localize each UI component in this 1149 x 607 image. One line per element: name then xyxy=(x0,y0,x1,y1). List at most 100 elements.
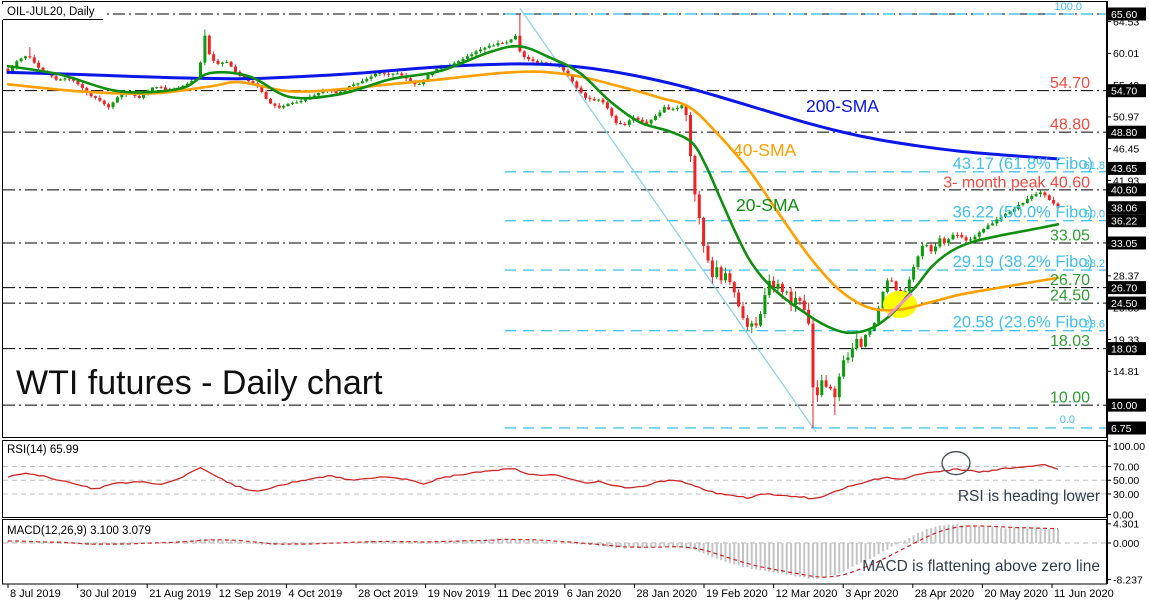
candle-up xyxy=(15,61,19,67)
candle-up xyxy=(63,78,67,80)
date-axis[interactable]: 8 Jul 2019 30 Jul 2019 21 Aug 2019 12 Sep 2… xyxy=(7,584,1114,600)
axis-price-box-label: 6.75 xyxy=(1111,423,1132,435)
candle-down xyxy=(798,298,802,301)
candle-up xyxy=(465,56,469,59)
candle-up xyxy=(299,100,303,103)
axis-price-box xyxy=(1108,161,1146,175)
candle-down xyxy=(531,59,535,62)
candle-down xyxy=(89,92,93,97)
macd-axis-label: 4.301 xyxy=(1113,519,1139,531)
candle-up xyxy=(925,245,929,247)
rsi-pane[interactable] xyxy=(2,440,1107,518)
candle-up xyxy=(658,112,662,117)
candle-down xyxy=(894,281,898,291)
symbol-timeframe-label: OIL-JUL20, Daily xyxy=(7,6,95,18)
rsi-axis-label: 30.00 xyxy=(1113,489,1139,501)
candle-up xyxy=(220,62,224,64)
candle-down xyxy=(584,92,587,98)
axis-price-box-label: 65.60 xyxy=(1111,9,1137,21)
candle-down xyxy=(623,123,627,125)
candle-down xyxy=(80,84,84,88)
candle-down xyxy=(570,75,574,82)
axis-price-box-label: 24.50 xyxy=(1111,298,1137,310)
candle-up xyxy=(115,97,119,103)
candle-up xyxy=(514,35,517,40)
sma20-label: 20-SMA xyxy=(736,195,800,215)
candle-up xyxy=(365,78,369,82)
candle-down xyxy=(929,245,933,252)
candle-down xyxy=(566,70,570,75)
candle-up xyxy=(907,279,911,291)
fibo-pct-label: 100.0 xyxy=(1054,1,1082,13)
candle-up xyxy=(1030,196,1034,199)
fibo-level-label: 36.22 (50.0% Fibo) xyxy=(953,204,1093,222)
symbol-label-backdrop xyxy=(2,4,106,20)
level-label-green: 18.03 xyxy=(1050,333,1090,350)
axis-price-box xyxy=(1108,281,1146,295)
candle-up xyxy=(649,119,653,124)
candle-up xyxy=(290,102,294,104)
candle-up xyxy=(662,107,666,113)
candle-up xyxy=(479,49,482,52)
axis-price-box xyxy=(1108,236,1146,250)
candle-up xyxy=(150,87,154,91)
candle-down xyxy=(942,238,946,244)
candle-down xyxy=(802,300,806,310)
fibo-pct-label: 23.6 xyxy=(1084,319,1105,331)
candle-up xyxy=(986,225,990,229)
trendline[interactable] xyxy=(519,8,817,433)
candle-up xyxy=(374,73,377,77)
candle-down xyxy=(960,235,964,238)
candle-up xyxy=(916,256,920,268)
axis-price-box xyxy=(1108,421,1146,435)
candle-up xyxy=(321,91,325,93)
candle-up xyxy=(750,323,754,327)
candle-down xyxy=(833,388,837,398)
axis-tick-label: 28.37 xyxy=(1113,271,1139,283)
date-label: 11 Dec 2019 xyxy=(497,588,559,600)
axis-price-box xyxy=(1108,342,1146,356)
axis-tick-label: 60.01 xyxy=(1113,48,1139,60)
candle-down xyxy=(212,54,216,61)
price-axis[interactable]: 64.5360.0155.4950.9746.4541.9328.3723.85… xyxy=(1107,7,1146,587)
candle-down xyxy=(334,91,338,93)
candle-up xyxy=(155,87,159,89)
candle-up xyxy=(120,94,124,98)
candle-down xyxy=(216,60,220,64)
candle-up xyxy=(982,228,986,233)
macd-pane[interactable] xyxy=(2,519,1107,585)
candle-down xyxy=(387,73,391,75)
candle-down xyxy=(269,98,272,104)
candle-up xyxy=(671,108,675,110)
axis-price-box-label: 33.05 xyxy=(1111,238,1137,250)
date-label: 19 Feb 2020 xyxy=(706,588,768,600)
candlestick-series[interactable] xyxy=(6,14,1060,428)
candle-down xyxy=(636,117,640,120)
candle-up xyxy=(470,54,474,57)
axis-price-box-label: 10.00 xyxy=(1111,400,1137,412)
candle-up xyxy=(59,79,62,81)
candle-up xyxy=(461,58,465,62)
level-label-green: 24.50 xyxy=(1050,288,1090,305)
candle-down xyxy=(619,123,622,125)
candle-down xyxy=(741,306,745,319)
candle-up xyxy=(920,245,924,257)
candle-up xyxy=(1004,213,1007,217)
candle-up xyxy=(969,239,972,241)
candle-down xyxy=(400,73,404,76)
candle-up xyxy=(776,283,780,289)
candle-down xyxy=(614,115,618,124)
candle-down xyxy=(234,66,237,72)
main-pane[interactable] xyxy=(2,1,1107,438)
date-label: 11 Jun 2020 xyxy=(1054,588,1114,600)
axis-price-box-label: 38.06 xyxy=(1111,203,1137,215)
candle-down xyxy=(260,85,264,92)
axis-price-box xyxy=(1108,398,1146,412)
candle-down xyxy=(98,97,102,101)
date-label: 28 Apr 2020 xyxy=(915,588,974,600)
candle-down xyxy=(1047,195,1051,200)
candle-down xyxy=(41,67,45,71)
candle-down xyxy=(251,81,255,84)
